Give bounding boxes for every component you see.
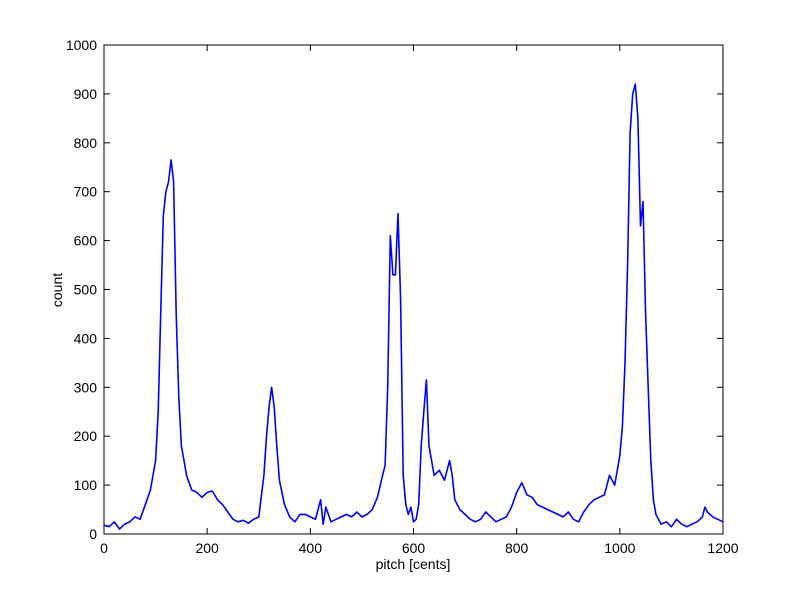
- x-tick-label: 1000: [604, 540, 635, 556]
- x-tick-label: 1200: [707, 540, 738, 556]
- x-tick-label: 200: [195, 540, 219, 556]
- y-tick-label: 500: [74, 282, 98, 298]
- y-tick-label: 200: [74, 428, 98, 444]
- series-line: [103, 83, 724, 530]
- y-tick-label: 700: [74, 184, 98, 200]
- x-tick-label: 400: [299, 540, 323, 556]
- y-axis-label: count: [49, 273, 65, 307]
- y-tick-label: 800: [74, 135, 98, 151]
- y-tick-label: 1000: [66, 37, 97, 53]
- y-tick-label: 900: [74, 86, 98, 102]
- y-tick-label: 100: [74, 477, 98, 493]
- x-tick-label: 0: [100, 540, 108, 556]
- x-tick-label: 800: [505, 540, 529, 556]
- y-tick-label: 300: [74, 379, 98, 395]
- y-tick-label: 600: [74, 233, 98, 249]
- y-tick-label: 400: [74, 330, 98, 346]
- x-axis-label: pitch [cents]: [376, 556, 451, 572]
- x-tick-label: 600: [402, 540, 426, 556]
- plot-area: [103, 44, 724, 535]
- y-tick-label: 0: [89, 526, 97, 542]
